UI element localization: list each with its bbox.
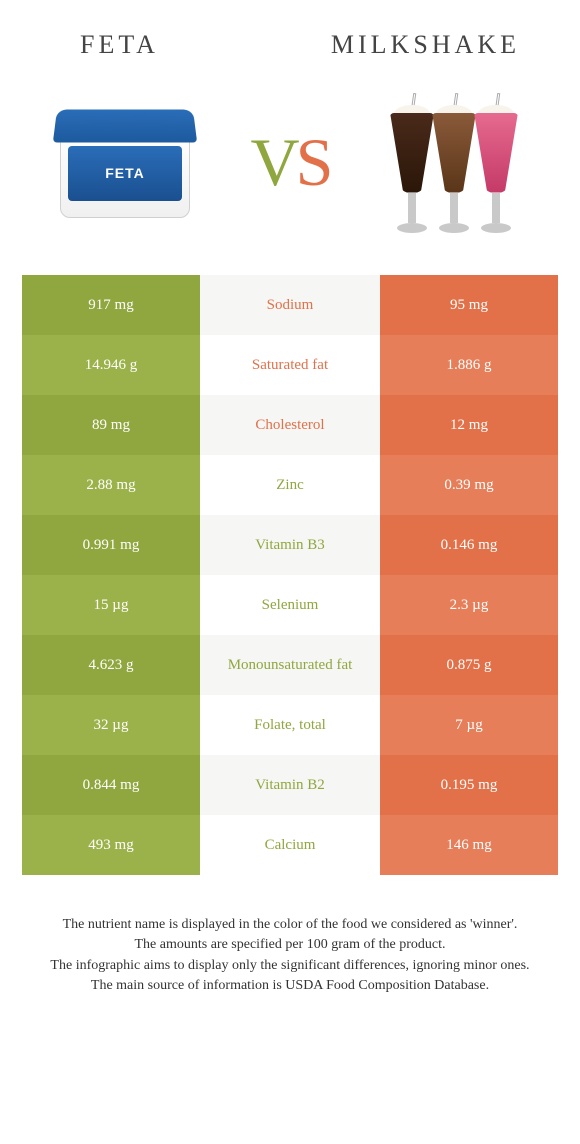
value-feta: 15 µg [22,575,200,635]
table-row: 0.844 mgVitamin B20.195 mg [22,755,558,815]
feta-package-label: FETA [68,146,182,201]
table-row: 15 µgSelenium2.3 µg [22,575,558,635]
comparison-table: 917 mgSodium95 mg14.946 gSaturated fat1.… [22,275,558,875]
footnote-line: The infographic aims to display only the… [30,956,550,976]
table-row: 917 mgSodium95 mg [22,275,558,335]
value-milkshake: 0.39 mg [380,455,558,515]
images-row: FETA VS [0,75,580,275]
table-row: 0.991 mgVitamin B30.146 mg [22,515,558,575]
nutrient-label: Folate, total [200,695,380,755]
table-row: 2.88 mgZinc0.39 mg [22,455,558,515]
value-milkshake: 146 mg [380,815,558,875]
table-row: 4.623 gMonounsaturated fat0.875 g [22,635,558,695]
header: FETA MILKSHAKE [0,0,580,75]
table-row: 493 mgCalcium146 mg [22,815,558,875]
nutrient-label: Sodium [200,275,380,335]
nutrient-label: Saturated fat [200,335,380,395]
nutrient-label: Vitamin B3 [200,515,380,575]
title-feta: FETA [80,30,159,60]
value-feta: 2.88 mg [22,455,200,515]
value-milkshake: 7 µg [380,695,558,755]
footnote-line: The main source of information is USDA F… [30,976,550,996]
value-feta: 0.991 mg [22,515,200,575]
nutrient-label: Zinc [200,455,380,515]
value-milkshake: 12 mg [380,395,558,455]
value-feta: 0.844 mg [22,755,200,815]
vs-s: S [296,124,330,200]
title-milkshake: MILKSHAKE [331,30,520,60]
footnote-line: The amounts are specified per 100 gram o… [30,935,550,955]
table-row: 14.946 gSaturated fat1.886 g [22,335,558,395]
nutrient-label: Selenium [200,575,380,635]
value-milkshake: 0.146 mg [380,515,558,575]
value-feta: 4.623 g [22,635,200,695]
value-milkshake: 2.3 µg [380,575,558,635]
value-milkshake: 95 mg [380,275,558,335]
value-milkshake: 0.875 g [380,635,558,695]
value-milkshake: 1.886 g [380,335,558,395]
value-feta: 89 mg [22,395,200,455]
value-feta: 493 mg [22,815,200,875]
footnotes: The nutrient name is displayed in the co… [0,875,580,996]
value-feta: 14.946 g [22,335,200,395]
nutrient-label: Calcium [200,815,380,875]
table-row: 32 µgFolate, total7 µg [22,695,558,755]
vs-v: V [251,124,296,200]
milkshake-image [370,78,540,248]
nutrient-label: Monounsaturated fat [200,635,380,695]
nutrient-label: Vitamin B2 [200,755,380,815]
footnote-line: The nutrient name is displayed in the co… [30,915,550,935]
feta-image: FETA [40,78,210,248]
value-milkshake: 0.195 mg [380,755,558,815]
nutrient-label: Cholesterol [200,395,380,455]
table-row: 89 mgCholesterol12 mg [22,395,558,455]
value-feta: 917 mg [22,275,200,335]
vs-label: VS [251,123,330,202]
value-feta: 32 µg [22,695,200,755]
